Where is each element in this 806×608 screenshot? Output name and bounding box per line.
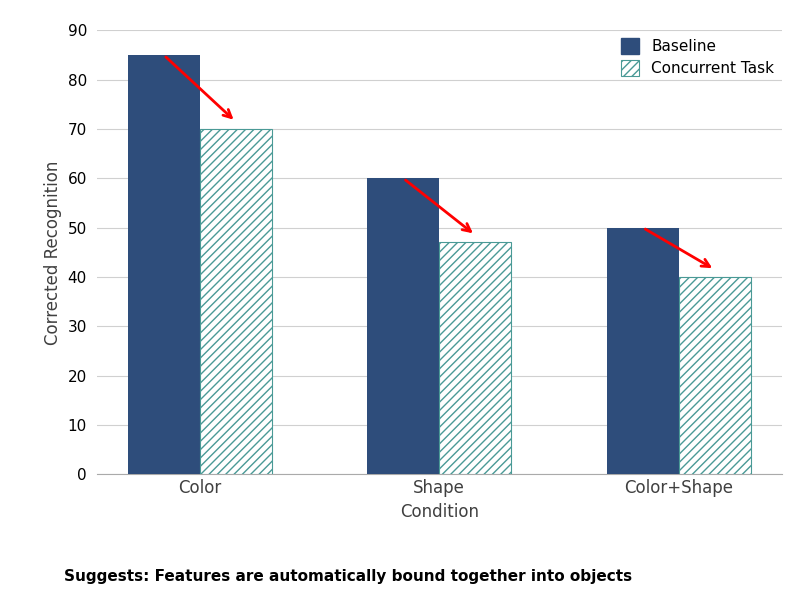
Bar [439, 243, 511, 474]
Bar [607, 227, 679, 474]
Bar [679, 277, 750, 474]
Text: Suggests: Features are automatically bound together into objects: Suggests: Features are automatically bou… [64, 568, 633, 584]
X-axis label: Condition: Condition [400, 503, 479, 520]
Bar [200, 129, 272, 474]
Y-axis label: Corrected Recognition: Corrected Recognition [44, 160, 62, 345]
Bar [368, 178, 439, 474]
Bar [128, 55, 200, 474]
Legend: Baseline, Concurrent Task: Baseline, Concurrent Task [621, 38, 775, 76]
